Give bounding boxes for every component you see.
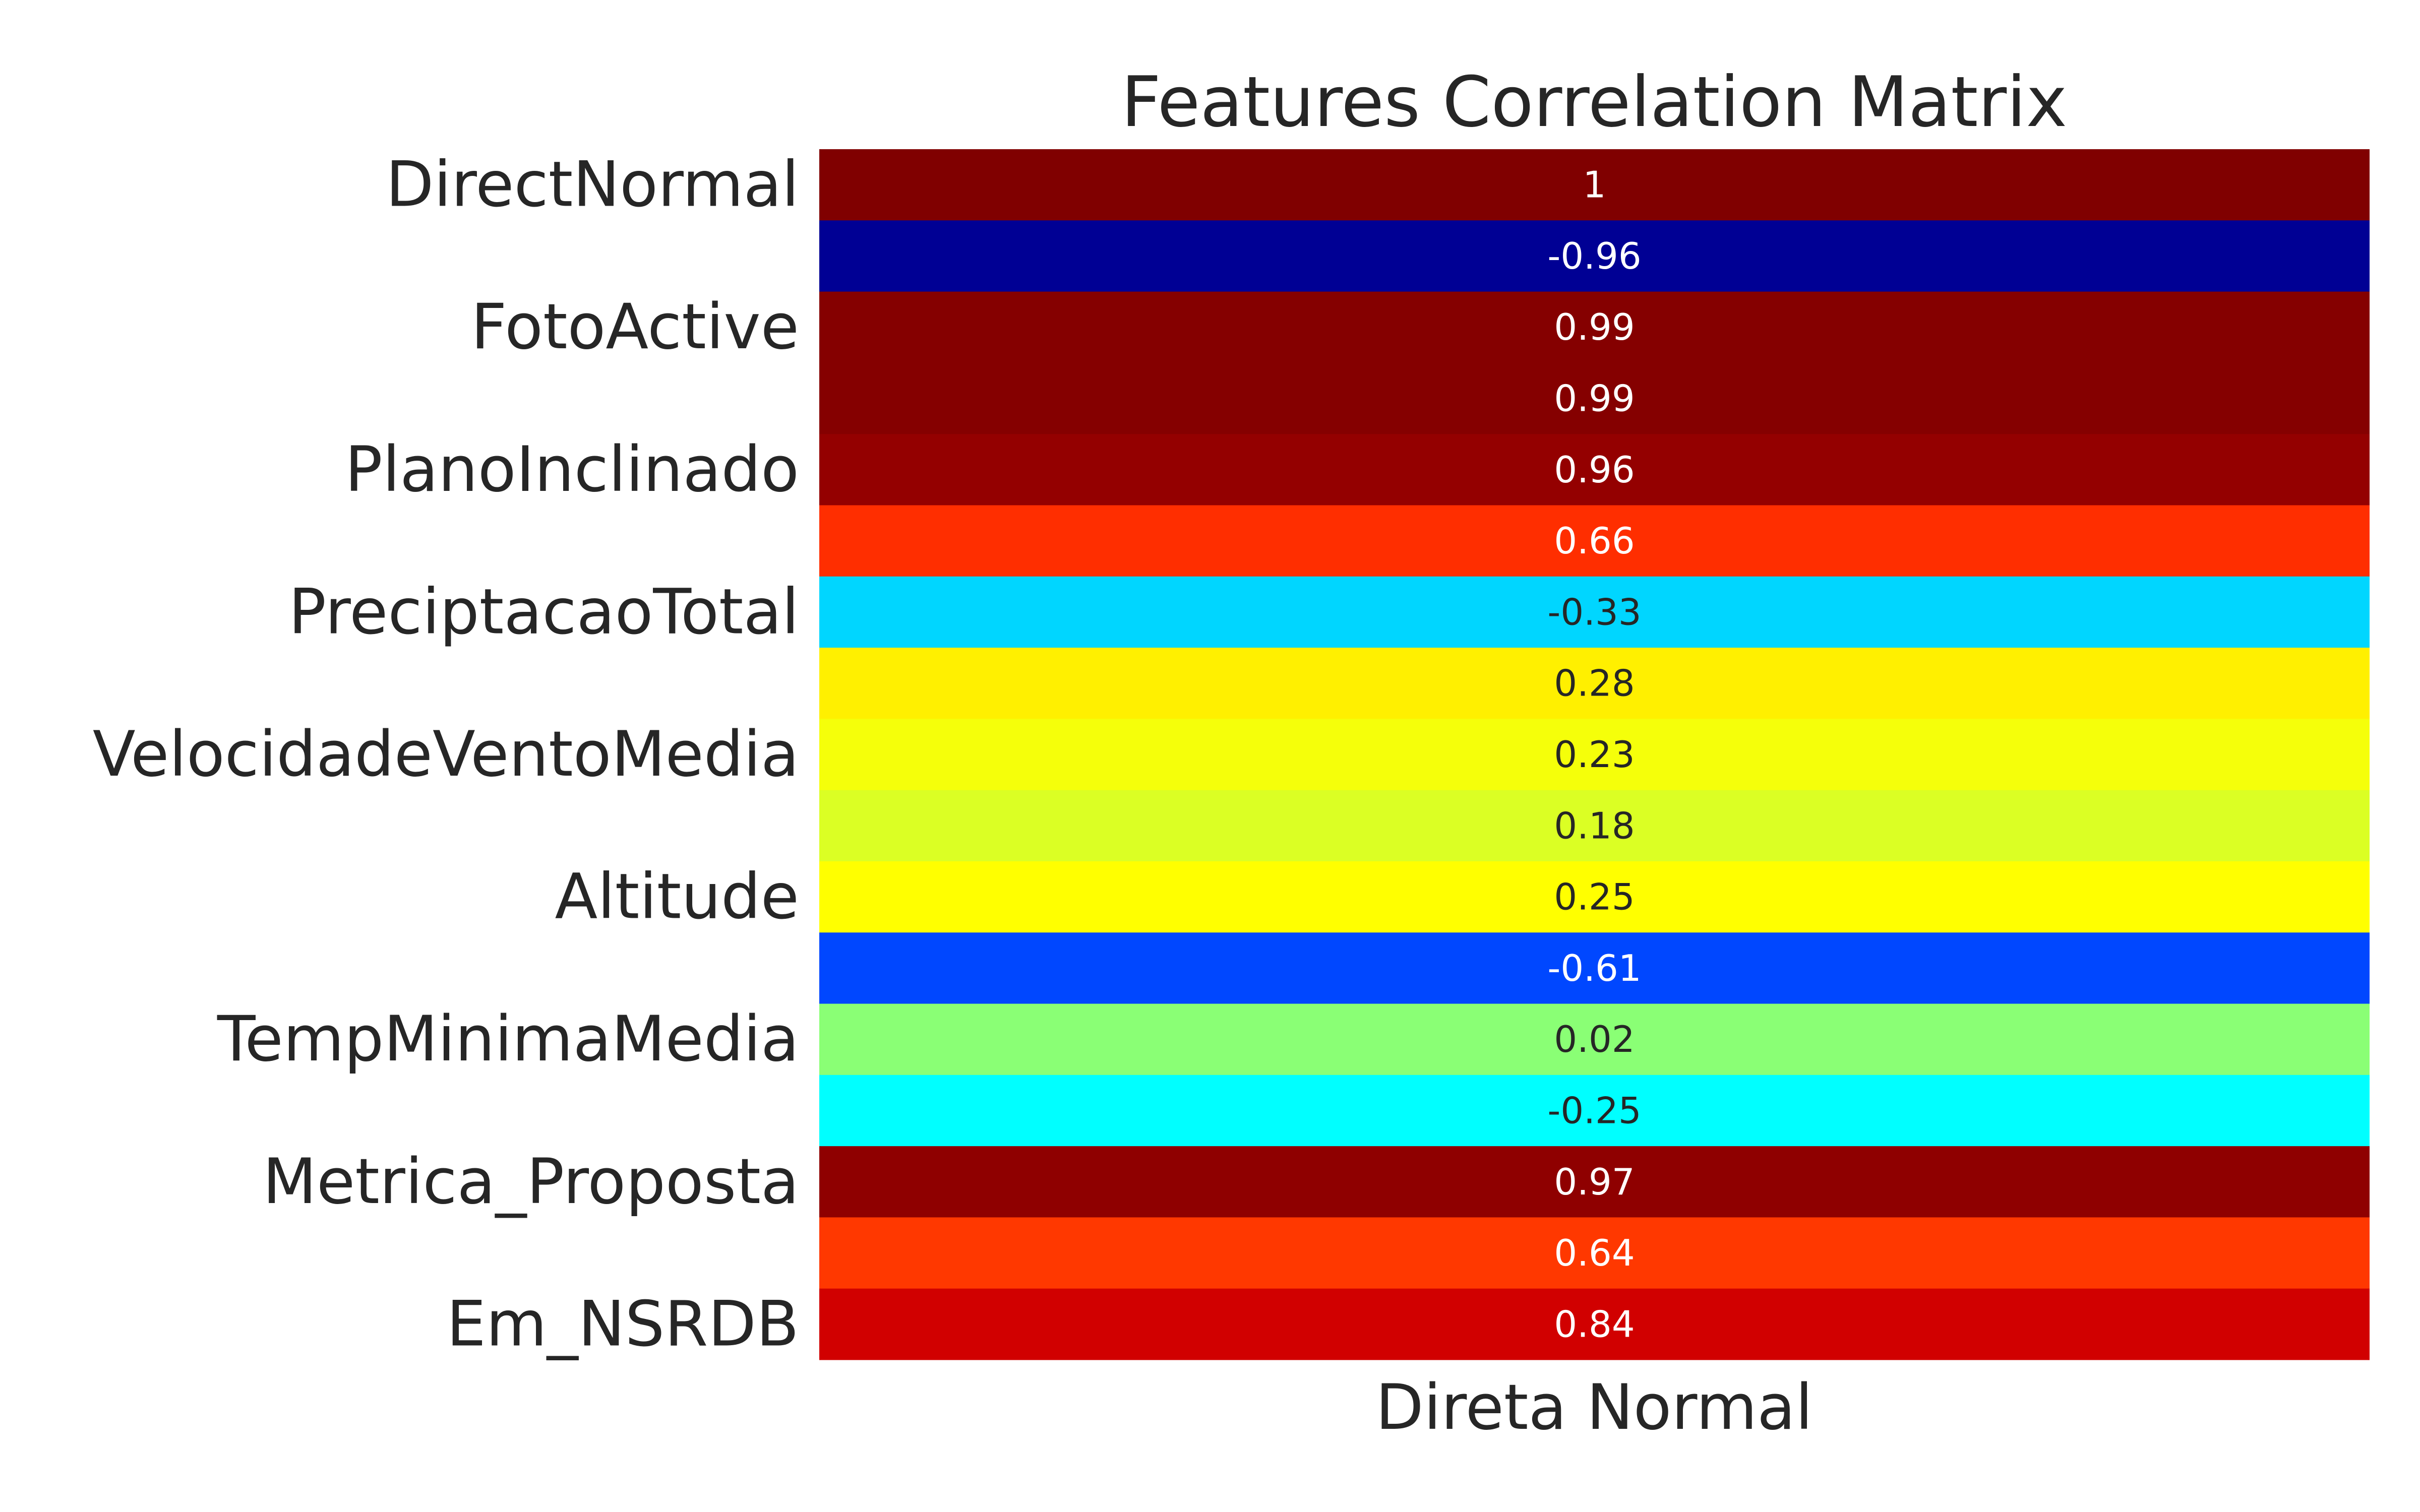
row-tick-label: Altitude	[555, 861, 799, 933]
heatmap-cells	[819, 149, 2370, 1360]
heatmap-cell	[819, 861, 2370, 933]
row-tick-label: Metrica_Proposta	[263, 1146, 799, 1218]
cell-value-label: 0.97	[1554, 1161, 1635, 1203]
cell-value-label: 0.99	[1554, 377, 1635, 420]
heatmap-cell	[819, 291, 2370, 363]
cell-value-label: 0.02	[1554, 1018, 1635, 1060]
cell-value-label: -0.33	[1547, 591, 1641, 633]
cell-value-label: 0.66	[1554, 520, 1635, 562]
chart-title: Features Correlation Matrix	[1121, 61, 2068, 143]
cell-value-label: 0.84	[1554, 1303, 1635, 1345]
row-tick-label: TempMinimaMedia	[217, 1003, 799, 1076]
heatmap-cell	[819, 220, 2370, 292]
cell-value-label: 0.23	[1554, 733, 1635, 776]
cell-value-label: 0.99	[1554, 306, 1635, 348]
row-tick-label: DirectNormal	[386, 149, 799, 221]
heatmap-cell	[819, 434, 2370, 506]
heatmap-cell	[819, 1075, 2370, 1147]
heatmap-cell	[819, 505, 2370, 577]
column-tick-label: Direta Normal	[1375, 1371, 1812, 1444]
row-tick-label: PreciptacaoTotal	[288, 576, 799, 648]
heatmap-cell	[819, 648, 2370, 719]
cell-value-label: -0.96	[1547, 235, 1641, 277]
row-tick-label: PlanoInclinado	[345, 433, 799, 506]
cell-value-label: -0.25	[1547, 1089, 1641, 1131]
row-tick-label: VelocidadeVentoMedia	[93, 718, 799, 791]
heatmap-cell	[819, 790, 2370, 862]
cell-value-label: -0.61	[1547, 947, 1641, 989]
cell-value-label: 1	[1583, 164, 1606, 206]
heatmap-cell	[819, 1217, 2370, 1289]
heatmap-cell	[819, 149, 2370, 221]
cell-value-label: 0.25	[1554, 876, 1635, 918]
heatmap-cell	[819, 362, 2370, 434]
heatmap-cell	[819, 932, 2370, 1004]
heatmap-cell	[819, 719, 2370, 791]
heatmap-cell-labels: 1 -0.96 0.99 0.99 0.96 0.66 -0.33 0.28 0.23 0.18 0…	[1547, 164, 1641, 1346]
row-tick-label: Em_NSRDB	[447, 1288, 799, 1360]
cell-value-label: 0.18	[1554, 804, 1635, 847]
heatmap-cell	[819, 1288, 2370, 1360]
cell-value-label: 0.96	[1554, 449, 1635, 491]
heatmap-cell	[819, 1146, 2370, 1218]
row-tick-labels: DirectNormal FotoActive PlanoInclinado Prec…	[93, 149, 799, 1361]
heatmap-cell	[819, 1003, 2370, 1076]
row-tick-label: FotoActive	[471, 291, 799, 363]
cell-value-label: 0.28	[1554, 662, 1635, 705]
cell-value-label: 0.64	[1554, 1232, 1635, 1274]
heatmap-cell	[819, 576, 2370, 648]
